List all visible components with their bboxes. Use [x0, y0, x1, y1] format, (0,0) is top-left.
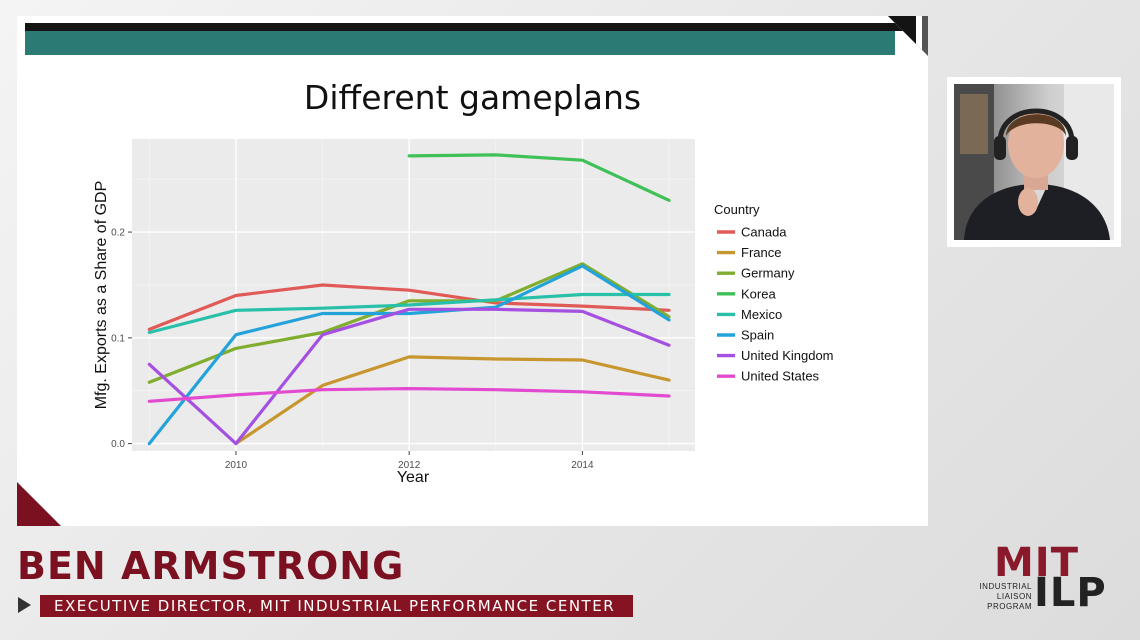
series-line-germany	[147, 262, 671, 384]
x-tick-label: 2010	[225, 460, 248, 471]
y-tick-label: 0.0	[111, 439, 125, 450]
series-line-korea	[407, 153, 671, 202]
y-tick-label: 0.1	[111, 333, 125, 344]
speaker-avatar	[954, 84, 1114, 240]
presentation-slide: Different gameplans 2010 2012 2014 0.0 0.1 0.…	[17, 16, 928, 526]
series-line-france	[234, 355, 671, 446]
logo-line-2: LIAISON	[996, 592, 1032, 601]
chart-legend: Country Canada France Germany Korea Mexico Sp…	[714, 202, 834, 384]
series-line-canada	[147, 283, 671, 331]
legend-label: France	[741, 245, 781, 260]
slide-teal-banner	[25, 31, 895, 55]
x-axis-label: Year	[397, 469, 430, 486]
slide-corner-triangle	[17, 482, 61, 526]
y-tick-label: 0.2	[111, 228, 125, 239]
logo-mit-text: MIT	[994, 540, 1079, 586]
series-lines	[147, 153, 671, 446]
series-line-united-kingdom	[147, 307, 671, 446]
legend-label: United Kingdom	[741, 348, 834, 363]
speaker-video	[954, 84, 1114, 240]
slide-top-bar	[25, 23, 905, 31]
logo-ilp-text: ILP	[1034, 570, 1107, 616]
y-axis-label: Mfg. Exports as a Share of GDP	[93, 181, 110, 410]
series-line-mexico	[147, 292, 671, 335]
axes: 2010 2012 2014 0.0 0.1 0.2	[111, 228, 594, 471]
series-line-united-states	[147, 387, 671, 403]
speaker-title: EXECUTIVE DIRECTOR, MIT INDUSTRIAL PERFO…	[40, 595, 633, 617]
legend-label: United States	[741, 369, 820, 384]
legend-label: Spain	[741, 328, 774, 343]
legend-title: Country	[714, 202, 760, 217]
x-tick-label: 2014	[571, 460, 594, 471]
mit-ilp-logo: MIT ILP INDUSTRIAL LIAISON PROGRAM	[968, 540, 1108, 620]
line-chart: 2010 2012 2014 0.0 0.1 0.2 Mfg. Exports as a …	[93, 139, 834, 486]
speaker-name: BEN ARMSTRONG	[17, 544, 405, 588]
legend-label: Korea	[741, 286, 776, 301]
grid-lines	[132, 139, 695, 451]
legend-label: Germany	[741, 266, 795, 281]
logo-line-3: PROGRAM	[987, 602, 1032, 611]
legend-label: Mexico	[741, 307, 782, 322]
x-tick-label: 2012	[398, 460, 421, 471]
logo-program-text: INDUSTRIAL LIAISON PROGRAM	[968, 582, 1032, 612]
slide-corner-decoration	[888, 16, 928, 56]
play-arrow-icon	[18, 597, 31, 613]
legend-label: Canada	[741, 225, 787, 240]
logo-line-1: INDUSTRIAL	[979, 582, 1032, 591]
slide-title: Different gameplans	[303, 78, 642, 117]
series-line-spain	[147, 264, 671, 446]
webcam-panel	[947, 77, 1121, 247]
